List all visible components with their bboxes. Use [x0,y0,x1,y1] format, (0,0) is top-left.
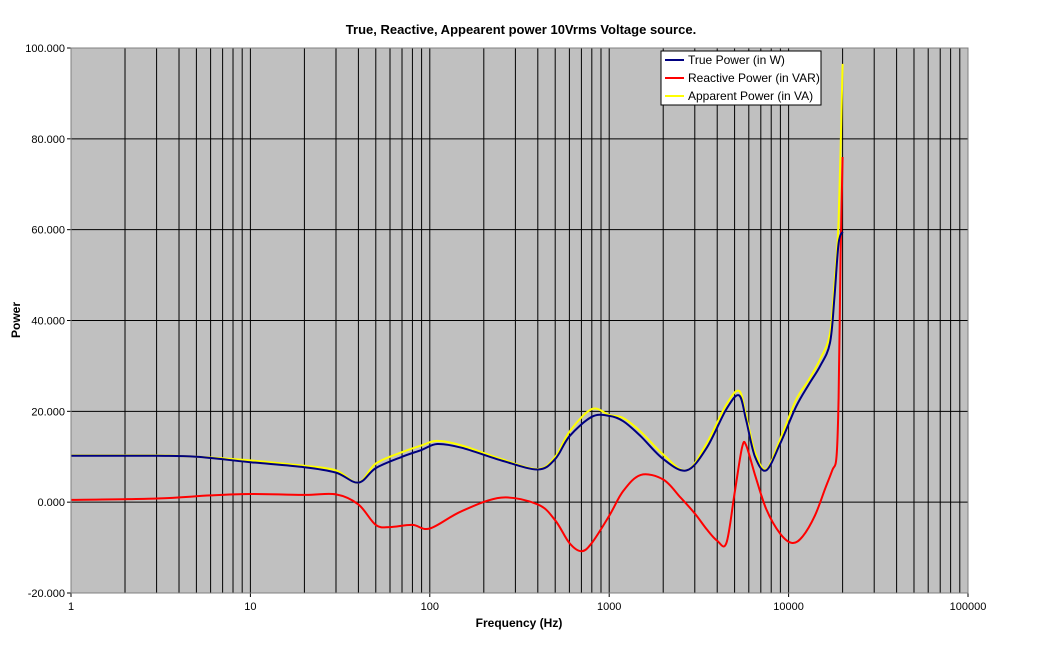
series-lines [70,63,844,553]
y-tick-label: 0.000 [37,497,65,509]
x-tick-label: 100000 [950,601,987,613]
tick-labels: 1 10 100 1000 10000 100000 -20.000 0.000 20.000 4… [25,43,986,613]
series-line-2 [70,156,844,553]
x-tick-label: 100 [421,601,439,613]
x-tick-label: 1 [68,601,74,613]
grid-lines [71,48,968,593]
y-axis-title: Power [9,302,23,338]
legend: True Power (in W) Reactive Power (in VAR)… [660,50,822,106]
y-tick-label: 60.000 [31,225,65,237]
x-tick-label: 10000 [773,601,804,613]
legend-label-2: Reactive Power (in VAR) [688,71,820,85]
y-tick-label: 40.000 [31,316,65,328]
legend-label-1: True Power (in W) [688,53,785,67]
plot-border [70,47,969,594]
x-tick-label: 10 [244,601,256,613]
y-tick-label: -20.000 [28,588,65,600]
legend-label-3: Apparent Power (in VA) [688,89,813,103]
series-line-1 [70,231,844,484]
y-tick-label: 100.000 [25,43,65,55]
x-axis-title: Frequency (Hz) [476,616,563,630]
x-tick-label: 1000 [597,601,621,613]
legend-box [660,50,822,106]
chart-title: True, Reactive, Appearent power 10Vrms V… [346,22,696,37]
y-tick-label: 80.000 [31,134,65,146]
y-tick-label: 20.000 [31,406,65,418]
